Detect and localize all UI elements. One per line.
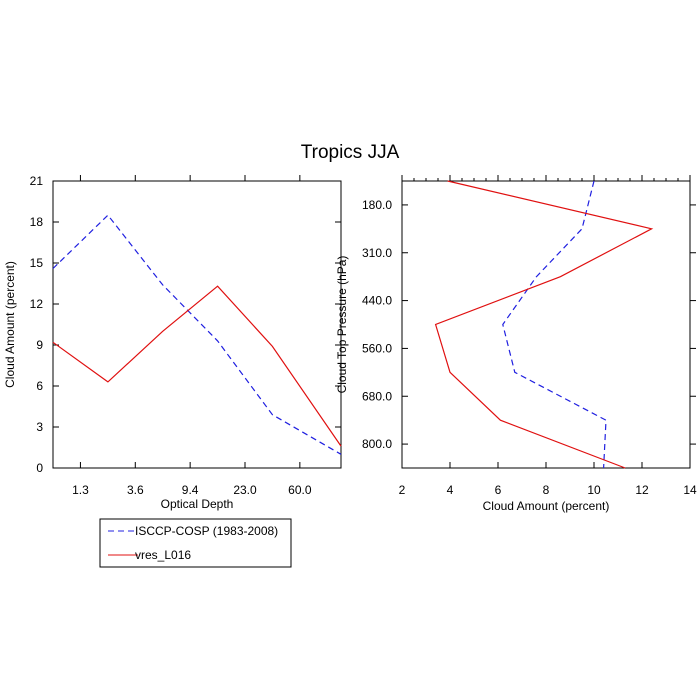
cloud-top-pressure-y-tick-label: 560.0 [362,341,392,355]
cloud-top-pressure-y-tick-label: 310.0 [362,246,392,260]
cloud-top-pressure-x-tick-label: 6 [495,483,502,497]
optical-depth-panel: Optical Depth Cloud Amount (percent) 0 3 6… [3,174,342,511]
legend: ISCCP-COSP (1983-2008) vres_L016 [99,518,292,568]
optical-depth-y-tick-label: 21 [30,174,44,188]
cloud-top-pressure-y-tick-label: 800.0 [362,437,392,451]
cloud-top-pressure-x-tick-label: 8 [543,483,550,497]
optical-depth-x-tick-label: 3.6 [127,483,144,497]
cloud-top-pressure-x-axis-label: Cloud Amount (percent) [483,499,610,513]
optical-depth-y-tick-label: 0 [36,461,43,475]
optical-depth-x-tick-label: 23.0 [233,483,257,497]
cloud-top-pressure-x-tick-label: 10 [587,483,601,497]
optical-depth-plot-frame [52,180,342,469]
optical-depth-y-tick-label: 3 [36,420,43,434]
legend-isccp-label: ISCCP-COSP (1983-2008) [135,524,278,538]
cloud-top-pressure-y-tick-label: 440.0 [362,294,392,308]
optical-depth-y-axis-label: Cloud Amount (percent) [3,261,17,388]
cloud-top-pressure-y-tick-label: 680.0 [362,389,392,403]
optical-depth-x-tick-label: 60.0 [288,483,312,497]
cloud-top-pressure-panel: Cloud Amount (percent) Cloud Top Pressur… [335,175,697,513]
optical-depth-y-tick-label: 18 [30,215,44,229]
optical-depth-y-tick-label: 12 [30,297,44,311]
optical-depth-y-tick-label: 15 [30,256,44,270]
cloud-top-pressure-y-axis-label: Cloud Top Pressure (hPa) [335,256,349,394]
optical-depth-x-tick-label: 9.4 [182,483,199,497]
cloud-top-pressure-x-tick-label: 4 [447,483,454,497]
cloud-top-pressure-model-line [434,180,654,469]
optical-depth-y-tick-label: 9 [36,338,43,352]
figure-title: Tropics JJA [301,142,400,163]
cloud-top-pressure-isccp-line [502,180,607,469]
cloud-top-pressure-y-tick-label: 180.0 [362,198,392,212]
cloud-top-pressure-plot-frame [401,180,691,469]
optical-depth-model-line [52,285,342,447]
optical-depth-isccp-line [52,214,342,455]
legend-box [99,518,292,568]
optical-depth-x-axis-label: Optical Depth [161,497,234,511]
cloud-top-pressure-x-tick-label: 14 [683,483,697,497]
cloud-top-pressure-x-tick-label: 2 [399,483,406,497]
optical-depth-y-tick-label: 6 [36,379,43,393]
cloud-top-pressure-x-tick-label: 12 [635,483,649,497]
optical-depth-x-tick-label: 1.3 [72,483,89,497]
legend-model-label: vres_L016 [135,548,191,562]
